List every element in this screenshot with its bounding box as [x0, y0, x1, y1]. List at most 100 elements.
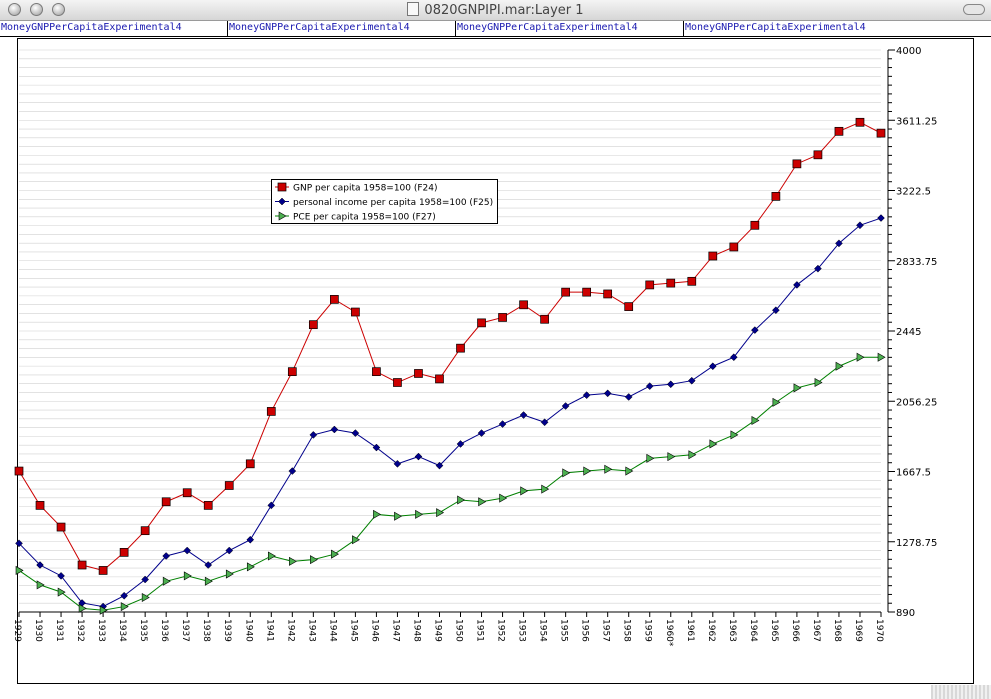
- data-point: [519, 411, 528, 419]
- data-point: [540, 314, 549, 324]
- tab-series-1[interactable]: MoneyGNPPerCapitaExperimental4: [0, 21, 228, 36]
- data-point: [394, 511, 403, 521]
- series-line-2: [18, 217, 882, 608]
- data-point: [478, 497, 487, 507]
- x-tick-label: 1955: [559, 619, 569, 642]
- data-point: [667, 452, 676, 462]
- data-point: [855, 117, 865, 127]
- data-point: [393, 459, 402, 468]
- legend-box: [271, 179, 498, 224]
- x-tick-label: 1940: [243, 619, 253, 642]
- data-point: [267, 501, 276, 510]
- toolbar-toggle-button[interactable]: [963, 4, 985, 15]
- x-tick-label: 1958: [622, 619, 632, 642]
- data-point: [77, 560, 87, 570]
- x-tick-label: 1941: [264, 619, 274, 642]
- x-tick-label: 1933: [96, 619, 106, 642]
- legend-swatch-marker: [278, 211, 287, 221]
- data-point: [624, 302, 634, 311]
- data-point: [141, 575, 149, 584]
- x-tick-label: 1934: [117, 619, 127, 642]
- resize-grip[interactable]: [931, 685, 991, 699]
- data-point: [582, 391, 591, 400]
- x-tick-label: 1960*: [664, 619, 674, 647]
- x-tick-label: 1949: [432, 619, 442, 642]
- x-tick-label: 1929: [12, 619, 22, 642]
- data-point: [36, 580, 45, 590]
- x-tick-label: 1953: [517, 619, 527, 642]
- data-point: [310, 555, 318, 565]
- x-tick-label: 1935: [138, 619, 148, 642]
- data-point: [772, 397, 781, 407]
- data-point: [793, 383, 802, 393]
- data-point: [15, 565, 24, 575]
- y-tick-label: 2445: [896, 327, 921, 338]
- data-point: [309, 431, 318, 439]
- x-tick-label: 1957: [601, 619, 611, 642]
- data-point: [603, 389, 612, 398]
- legend-swatch-marker: [277, 182, 287, 192]
- y-tick-label: 4000: [896, 46, 921, 57]
- tab-series-4[interactable]: MoneyGNPPerCapitaExperimental4: [685, 22, 866, 33]
- data-point: [877, 352, 886, 362]
- data-point: [477, 429, 486, 437]
- series-tab-bar: MoneyGNPPerCapitaExperimental4 MoneyGNPP…: [0, 21, 991, 37]
- x-tick-label: 1952: [496, 619, 506, 642]
- data-point: [330, 425, 339, 434]
- x-tick-label: 1962: [706, 619, 716, 642]
- tab-series-2[interactable]: MoneyGNPPerCapitaExperimental4: [228, 21, 456, 36]
- x-tick-label: 1945: [348, 619, 358, 642]
- data-point: [331, 549, 339, 559]
- data-point: [625, 466, 634, 476]
- x-tick-label: 1942: [285, 619, 295, 642]
- y-tick-label: 1667.5: [896, 468, 931, 479]
- data-point: [666, 380, 675, 389]
- data-point: [877, 214, 885, 222]
- data-point: [266, 407, 276, 416]
- legend-label: personal income per capita 1958=100 (F25…: [293, 198, 493, 208]
- x-tick-label: 1966: [790, 619, 800, 642]
- data-point: [57, 572, 65, 580]
- title-bar: 0820GNPIPI.mar:Layer 1: [0, 0, 991, 21]
- data-point: [876, 128, 886, 138]
- data-point: [99, 605, 108, 615]
- y-tick-label: 2056.25: [896, 397, 937, 408]
- data-point: [498, 313, 507, 322]
- data-point: [498, 420, 507, 428]
- data-point: [351, 429, 360, 437]
- data-point: [372, 443, 381, 452]
- data-point: [708, 362, 717, 371]
- window-title-text: 0820GNPIPI.mar:Layer 1: [424, 3, 584, 18]
- data-point: [771, 192, 781, 201]
- tab-series-3[interactable]: MoneyGNPPerCapitaExperimental4: [456, 21, 684, 36]
- x-tick-label: 1938: [201, 619, 211, 642]
- data-point: [582, 287, 592, 297]
- data-point: [141, 593, 150, 603]
- data-point: [477, 318, 486, 328]
- x-tick-label: 1943: [306, 619, 316, 642]
- zoom-window-button[interactable]: [52, 3, 65, 16]
- data-point: [119, 548, 129, 557]
- data-point: [15, 539, 23, 548]
- x-tick-label: 1964: [748, 619, 758, 642]
- x-tick-label: 1930: [33, 619, 43, 642]
- data-point: [183, 571, 192, 581]
- document-icon: [407, 2, 420, 16]
- data-point: [792, 159, 802, 169]
- minimize-window-button[interactable]: [30, 3, 43, 16]
- data-point: [435, 374, 444, 384]
- data-point: [772, 306, 780, 315]
- close-window-button[interactable]: [8, 3, 21, 16]
- data-point: [835, 361, 844, 371]
- data-point: [540, 418, 549, 427]
- data-point: [246, 562, 255, 572]
- data-point: [373, 509, 382, 519]
- x-tick-label: 1951: [475, 619, 485, 642]
- data-point: [624, 393, 633, 401]
- data-point: [562, 468, 571, 478]
- x-tick-label: 1963: [727, 619, 737, 642]
- data-point: [330, 295, 339, 304]
- data-point: [688, 450, 697, 460]
- data-point: [730, 430, 739, 440]
- data-point: [645, 280, 655, 290]
